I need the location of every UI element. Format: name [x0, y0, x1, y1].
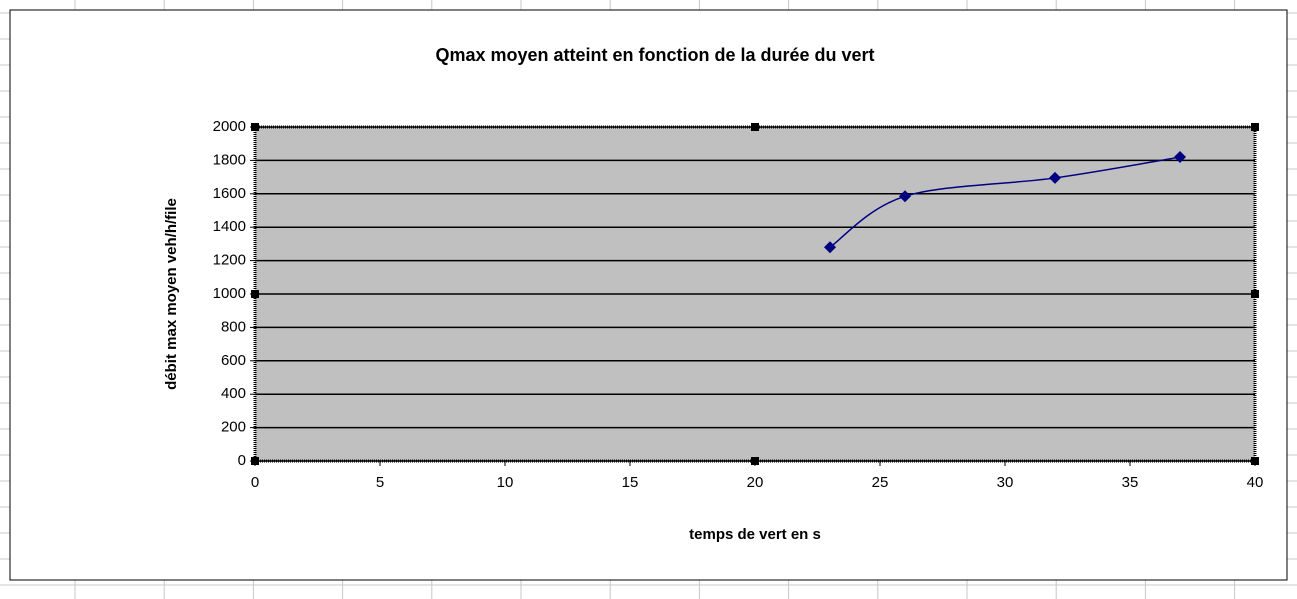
marker — [1174, 151, 1186, 164]
y-tick-label: 800 — [221, 318, 246, 335]
selection-handle — [251, 123, 259, 131]
x-tick-label: 20 — [747, 474, 764, 491]
y-tick-label: 1400 — [213, 218, 246, 235]
y-axis-label: débit max moyen veh/h/file — [163, 198, 180, 390]
x-tick-label: 40 — [1247, 474, 1264, 491]
selection-handle — [751, 123, 759, 131]
selection-handle — [1251, 123, 1259, 131]
x-tick-label: 10 — [497, 474, 514, 491]
x-tick-label: 35 — [1122, 474, 1139, 491]
y-tick-label: 600 — [221, 352, 246, 369]
marker — [824, 241, 836, 254]
y-tick-label: 1200 — [213, 252, 246, 269]
x-axis-label: temps de vert en s — [689, 526, 821, 543]
y-tick-label: 1800 — [213, 151, 246, 168]
selection-handle — [251, 457, 259, 465]
x-tick-label: 0 — [251, 474, 259, 491]
marker — [899, 190, 911, 203]
selection-handle — [1251, 290, 1259, 298]
x-tick-label: 15 — [622, 474, 639, 491]
selection-handle — [251, 290, 259, 298]
x-tick-label: 25 — [872, 474, 889, 491]
selection-handle — [1251, 457, 1259, 465]
x-tick-label: 30 — [997, 474, 1014, 491]
y-tick-label: 400 — [221, 385, 246, 402]
series-line — [829, 156, 1181, 248]
y-tick-label: 2000 — [213, 118, 246, 135]
y-tick-label: 1000 — [213, 285, 246, 302]
chart-title: Qmax moyen atteint en fonction de la dur… — [435, 45, 874, 65]
x-tick-label: 5 — [376, 474, 384, 491]
selection-handle — [751, 457, 759, 465]
y-tick-label: 200 — [221, 419, 246, 436]
y-tick-label: 0 — [238, 452, 246, 469]
y-tick-label: 1600 — [213, 185, 246, 202]
marker — [1049, 171, 1061, 184]
